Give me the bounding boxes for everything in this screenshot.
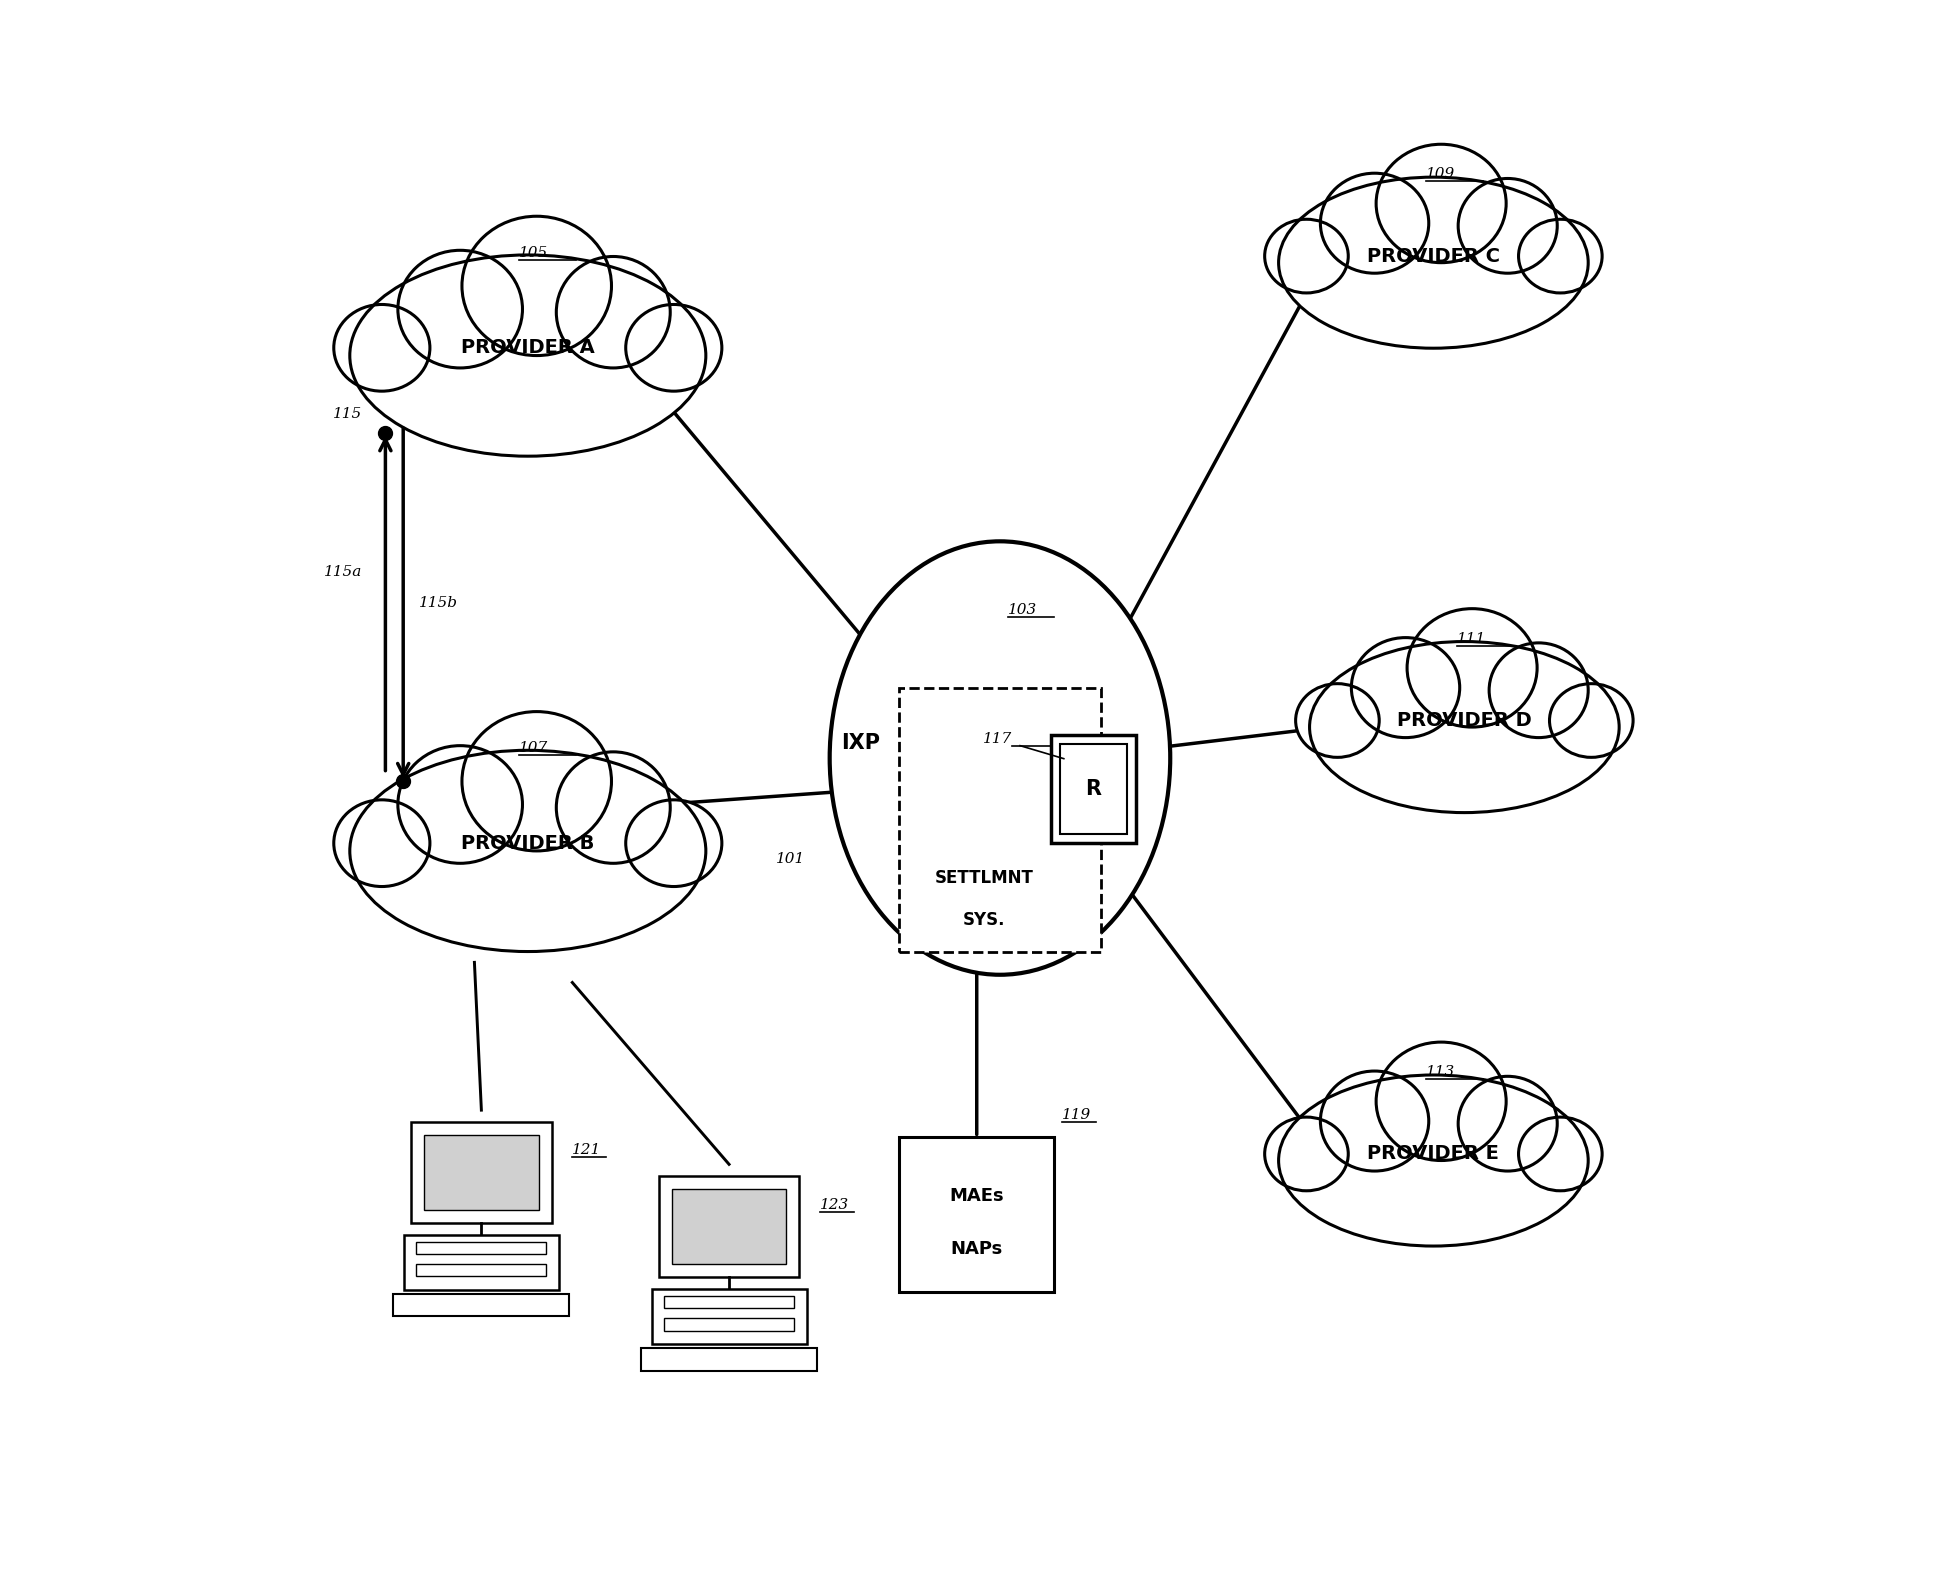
Bar xyxy=(393,1294,570,1316)
Bar xyxy=(672,1190,787,1264)
Ellipse shape xyxy=(626,305,721,391)
Text: IXP: IXP xyxy=(841,732,880,753)
FancyBboxPatch shape xyxy=(1050,735,1136,843)
Bar xyxy=(417,1242,547,1255)
Ellipse shape xyxy=(1320,174,1428,273)
Bar xyxy=(424,1135,539,1210)
Ellipse shape xyxy=(397,251,523,368)
Ellipse shape xyxy=(1376,1041,1506,1160)
Ellipse shape xyxy=(333,305,430,391)
Ellipse shape xyxy=(1407,609,1537,727)
Ellipse shape xyxy=(1310,642,1618,813)
Bar xyxy=(641,1349,818,1371)
FancyBboxPatch shape xyxy=(899,1138,1054,1292)
Ellipse shape xyxy=(829,541,1171,975)
Bar xyxy=(665,1296,795,1308)
Bar xyxy=(665,1318,795,1330)
Text: PROVIDER A: PROVIDER A xyxy=(461,338,595,357)
FancyBboxPatch shape xyxy=(1060,745,1126,833)
Ellipse shape xyxy=(1519,219,1603,294)
Text: 115: 115 xyxy=(333,407,362,421)
Ellipse shape xyxy=(1488,642,1589,737)
Text: SYS.: SYS. xyxy=(963,911,1006,929)
Text: MAEs: MAEs xyxy=(950,1187,1004,1206)
Ellipse shape xyxy=(461,216,612,355)
Ellipse shape xyxy=(1457,178,1558,273)
Ellipse shape xyxy=(1279,1075,1589,1247)
Text: 105: 105 xyxy=(519,246,548,260)
Text: 109: 109 xyxy=(1426,167,1455,181)
Point xyxy=(388,768,419,794)
Bar xyxy=(651,1289,806,1344)
Ellipse shape xyxy=(1297,683,1380,757)
Text: PROVIDER E: PROVIDER E xyxy=(1368,1144,1500,1163)
Text: 121: 121 xyxy=(572,1144,601,1157)
Text: 101: 101 xyxy=(777,852,806,866)
Text: PROVIDER D: PROVIDER D xyxy=(1397,712,1531,731)
Text: 107: 107 xyxy=(519,742,548,754)
Text: 103: 103 xyxy=(1008,603,1037,617)
Bar xyxy=(659,1176,800,1277)
Text: NAPs: NAPs xyxy=(952,1240,1002,1258)
Ellipse shape xyxy=(556,257,671,368)
Ellipse shape xyxy=(349,750,705,952)
Text: 119: 119 xyxy=(1062,1108,1091,1122)
Text: 115b: 115b xyxy=(419,596,457,611)
Text: 111: 111 xyxy=(1457,631,1486,645)
Ellipse shape xyxy=(1320,1071,1428,1171)
Text: PROVIDER B: PROVIDER B xyxy=(461,833,595,852)
Ellipse shape xyxy=(1266,1117,1349,1191)
Ellipse shape xyxy=(1279,177,1589,349)
Ellipse shape xyxy=(461,712,612,851)
Ellipse shape xyxy=(1550,683,1634,757)
Ellipse shape xyxy=(626,800,721,887)
Ellipse shape xyxy=(1519,1117,1603,1191)
Text: SETTLMNT: SETTLMNT xyxy=(934,869,1033,887)
Point xyxy=(370,420,401,445)
Text: 113: 113 xyxy=(1426,1065,1455,1079)
Text: 115a: 115a xyxy=(324,565,362,579)
Ellipse shape xyxy=(1376,144,1506,262)
Text: 117: 117 xyxy=(983,732,1012,746)
Ellipse shape xyxy=(556,751,671,863)
FancyBboxPatch shape xyxy=(899,688,1101,952)
Bar xyxy=(417,1264,547,1277)
Bar xyxy=(403,1236,558,1291)
Ellipse shape xyxy=(1266,219,1349,294)
Ellipse shape xyxy=(397,746,523,863)
Bar xyxy=(411,1122,552,1223)
Ellipse shape xyxy=(1351,638,1459,737)
Text: 123: 123 xyxy=(820,1198,849,1212)
Ellipse shape xyxy=(1457,1076,1558,1171)
Ellipse shape xyxy=(333,800,430,887)
Text: R: R xyxy=(1085,780,1101,798)
Text: PROVIDER C: PROVIDER C xyxy=(1366,246,1500,265)
Ellipse shape xyxy=(349,256,705,456)
